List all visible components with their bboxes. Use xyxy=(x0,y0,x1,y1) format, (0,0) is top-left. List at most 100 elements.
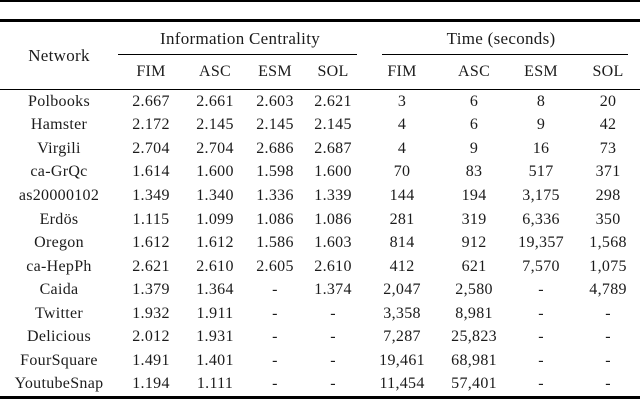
centrality-underline-rule xyxy=(118,53,358,55)
value-cell: 70 xyxy=(393,163,411,181)
value-cell: 2.704 xyxy=(196,139,234,157)
time-underline-rule xyxy=(382,53,629,55)
network-name-cell: FourSquare xyxy=(20,351,98,369)
value-cell: 371 xyxy=(595,163,621,181)
value-cell: 2.145 xyxy=(256,116,294,134)
value-cell: 8 xyxy=(536,92,546,110)
value-cell: 1.336 xyxy=(256,186,294,204)
value-cell: 9 xyxy=(536,116,546,134)
table-row: Oregon 1.612 1.612 1.586 1.603 814 912 19,357 1,… xyxy=(0,231,640,255)
group-header-time-seconds-label: Time (seconds) xyxy=(446,28,556,48)
group-header-row: Network Information Centrality Time (sec… xyxy=(0,20,640,90)
column-header-esm-time: ESM xyxy=(506,55,577,90)
column-header-sol-centrality: SOL xyxy=(304,55,363,90)
value-cell: 83 xyxy=(465,163,483,181)
network-name-cell: Erdös xyxy=(39,210,79,228)
table-row: FourSquare 1.491 1.401 - - 19,461 68,981 - - xyxy=(0,349,640,373)
value-cell: 2.704 xyxy=(132,139,170,157)
value-cell: 11,454 xyxy=(379,375,425,393)
value-cell: 73 xyxy=(599,139,617,157)
table-row: ca-GrQc 1.614 1.600 1.598 1.600 70 83 517 371 xyxy=(0,161,640,185)
value-cell: 20 xyxy=(599,92,617,110)
value-cell: 1.339 xyxy=(314,186,352,204)
value-cell: 9 xyxy=(469,139,479,157)
column-header-fim-centrality: FIM xyxy=(118,55,184,90)
top-border-rule xyxy=(0,0,640,2)
value-cell: 2.667 xyxy=(132,92,170,110)
value-cell: 6 xyxy=(469,92,479,110)
value-cell: - xyxy=(272,281,278,299)
value-cell: 2.686 xyxy=(256,139,294,157)
value-cell: 1.911 xyxy=(196,304,234,322)
value-cell: 1.586 xyxy=(256,234,294,252)
network-name-cell: Oregon xyxy=(34,234,84,252)
network-name-cell: ca-GrQc xyxy=(30,163,88,181)
value-cell: 1,075 xyxy=(589,257,627,275)
group-header-information-centrality: Information Centrality xyxy=(118,21,362,55)
value-cell: 16 xyxy=(532,139,550,157)
value-cell: - xyxy=(605,375,611,393)
value-cell: 7,570 xyxy=(522,257,560,275)
value-cell: 1.931 xyxy=(196,328,234,346)
value-cell: 1.115 xyxy=(132,210,170,228)
network-name-cell: YoutubeSnap xyxy=(14,375,104,393)
value-cell: 6,336 xyxy=(522,210,560,228)
value-cell: - xyxy=(272,351,278,369)
table-row: Caida 1.379 1.364 - 1.374 2,047 2,580 - 4,789 xyxy=(0,278,640,302)
table-body: Polbooks 2.667 2.661 2.603 2.621 3 6 8 20 Hamster… xyxy=(0,90,640,398)
network-name-cell: Hamster xyxy=(30,116,88,134)
value-cell: 2.605 xyxy=(256,257,294,275)
value-cell: 2.687 xyxy=(314,139,352,157)
network-name-cell: Delicious xyxy=(26,328,92,346)
value-cell: - xyxy=(605,304,611,322)
column-header-fim-time: FIM xyxy=(362,55,443,90)
value-cell: 68,981 xyxy=(451,351,497,369)
value-cell: 7,287 xyxy=(383,328,421,346)
value-cell: 8,981 xyxy=(455,304,493,322)
value-cell: 912 xyxy=(461,234,487,252)
value-cell: 57,401 xyxy=(451,375,497,393)
value-cell: 2.012 xyxy=(132,328,170,346)
value-cell: 2.661 xyxy=(196,92,234,110)
value-cell: 4 xyxy=(397,139,407,157)
value-cell: 1.603 xyxy=(314,234,352,252)
value-cell: 2.145 xyxy=(196,116,234,134)
value-cell: - xyxy=(538,375,544,393)
value-cell: 42 xyxy=(599,116,617,134)
column-header-sol-time: SOL xyxy=(576,55,640,90)
value-cell: 3,175 xyxy=(522,186,560,204)
value-cell: 1.374 xyxy=(314,281,352,299)
value-cell: 2.603 xyxy=(256,92,294,110)
value-cell: 412 xyxy=(389,257,415,275)
value-cell: 3 xyxy=(397,92,407,110)
table-header: Network Information Centrality Time (sec… xyxy=(0,20,640,90)
value-cell: 144 xyxy=(389,186,415,204)
table-row: ca-HepPh 2.621 2.610 2.605 2.610 412 621 7,570 1… xyxy=(0,255,640,279)
table-row: Erdös 1.115 1.099 1.086 1.086 281 319 6,336 350 xyxy=(0,208,640,232)
value-cell: 4 xyxy=(397,116,407,134)
value-cell: 25,823 xyxy=(451,328,497,346)
value-cell: 1.614 xyxy=(132,163,170,181)
value-cell: 281 xyxy=(389,210,415,228)
value-cell: 19,461 xyxy=(379,351,425,369)
value-cell: 2,580 xyxy=(455,281,493,299)
network-name-cell: Caida xyxy=(39,281,79,299)
value-cell: - xyxy=(605,328,611,346)
value-cell: 2.621 xyxy=(132,257,170,275)
value-cell: 1.598 xyxy=(256,163,294,181)
value-cell: 4,789 xyxy=(589,281,627,299)
value-cell: 1.111 xyxy=(196,375,234,393)
group-header-information-centrality-label: Information Centrality xyxy=(160,28,321,48)
value-cell: - xyxy=(272,304,278,322)
value-cell: 2.145 xyxy=(314,116,352,134)
value-cell: 3,358 xyxy=(383,304,421,322)
value-cell: 1.600 xyxy=(196,163,234,181)
value-cell: - xyxy=(538,351,544,369)
value-cell: 621 xyxy=(461,257,487,275)
value-cell: - xyxy=(272,375,278,393)
value-cell: 1.099 xyxy=(196,210,234,228)
results-table: Network Information Centrality Time (sec… xyxy=(0,19,640,400)
network-name-cell: Twitter xyxy=(34,304,84,322)
value-cell: 2.621 xyxy=(314,92,352,110)
